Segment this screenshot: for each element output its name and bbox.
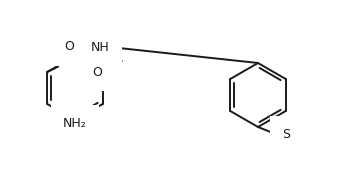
Text: NH₂: NH₂ (63, 117, 87, 130)
Text: S: S (71, 51, 79, 64)
Text: S: S (282, 128, 290, 141)
Text: NH: NH (91, 41, 110, 54)
Text: O: O (64, 40, 74, 53)
Text: O: O (92, 65, 102, 78)
